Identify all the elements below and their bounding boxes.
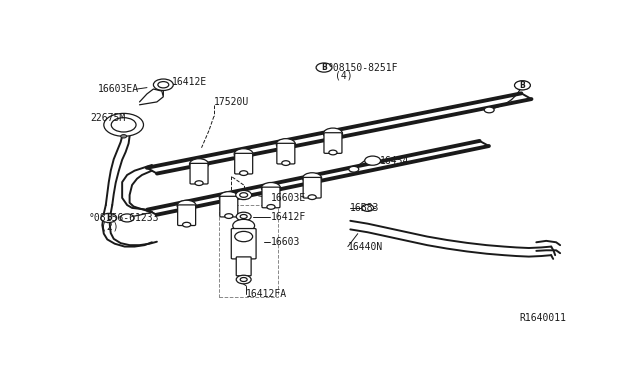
FancyBboxPatch shape bbox=[262, 187, 280, 208]
Circle shape bbox=[316, 63, 332, 72]
Circle shape bbox=[365, 156, 381, 165]
Circle shape bbox=[236, 212, 251, 221]
Bar bbox=[219, 205, 278, 297]
Text: R1640011: R1640011 bbox=[519, 313, 566, 323]
FancyBboxPatch shape bbox=[190, 163, 208, 184]
Circle shape bbox=[261, 183, 280, 193]
Circle shape bbox=[323, 128, 342, 139]
Circle shape bbox=[120, 214, 134, 222]
Text: 16B83: 16B83 bbox=[350, 203, 380, 213]
Circle shape bbox=[308, 195, 316, 199]
Circle shape bbox=[234, 149, 253, 160]
Text: (4): (4) bbox=[335, 71, 353, 81]
Circle shape bbox=[236, 275, 251, 284]
Text: 17520U: 17520U bbox=[214, 97, 249, 107]
Circle shape bbox=[233, 219, 255, 232]
Text: 16603EA: 16603EA bbox=[97, 84, 138, 94]
Circle shape bbox=[240, 215, 247, 218]
Circle shape bbox=[329, 150, 337, 155]
Circle shape bbox=[303, 173, 322, 184]
FancyBboxPatch shape bbox=[277, 143, 295, 164]
Circle shape bbox=[101, 214, 116, 222]
Circle shape bbox=[267, 205, 275, 209]
Circle shape bbox=[104, 113, 143, 136]
Circle shape bbox=[239, 171, 248, 176]
Circle shape bbox=[182, 222, 191, 227]
Circle shape bbox=[235, 231, 253, 242]
FancyBboxPatch shape bbox=[220, 196, 238, 217]
Text: 16454: 16454 bbox=[380, 155, 410, 166]
Text: °08156-61233: °08156-61233 bbox=[89, 213, 159, 223]
FancyBboxPatch shape bbox=[236, 257, 251, 276]
Text: 16603: 16603 bbox=[271, 237, 300, 247]
Text: B: B bbox=[520, 81, 525, 90]
FancyBboxPatch shape bbox=[231, 228, 256, 259]
Circle shape bbox=[240, 278, 247, 282]
Circle shape bbox=[225, 214, 233, 218]
Text: 16440N: 16440N bbox=[348, 241, 383, 251]
Circle shape bbox=[484, 107, 494, 113]
Text: 16412FA: 16412FA bbox=[246, 289, 287, 299]
Circle shape bbox=[515, 81, 530, 90]
Text: °08150-8251F: °08150-8251F bbox=[328, 62, 399, 73]
Text: 16412E: 16412E bbox=[172, 77, 207, 87]
Circle shape bbox=[349, 166, 359, 172]
Circle shape bbox=[158, 81, 169, 88]
Circle shape bbox=[189, 159, 209, 170]
Text: 16603E: 16603E bbox=[271, 193, 306, 203]
Circle shape bbox=[515, 81, 531, 90]
Circle shape bbox=[276, 139, 296, 150]
Circle shape bbox=[240, 193, 248, 197]
FancyBboxPatch shape bbox=[303, 177, 321, 198]
Circle shape bbox=[282, 161, 290, 166]
FancyBboxPatch shape bbox=[324, 133, 342, 153]
Circle shape bbox=[154, 79, 173, 90]
FancyBboxPatch shape bbox=[178, 205, 196, 225]
Circle shape bbox=[236, 190, 252, 200]
FancyBboxPatch shape bbox=[235, 153, 253, 174]
Circle shape bbox=[362, 205, 374, 211]
Text: B: B bbox=[106, 214, 111, 222]
Text: 16412F: 16412F bbox=[271, 212, 306, 221]
Circle shape bbox=[121, 135, 127, 138]
Text: 22675M: 22675M bbox=[90, 113, 125, 123]
Circle shape bbox=[177, 200, 196, 211]
Circle shape bbox=[195, 181, 203, 186]
Text: (2): (2) bbox=[101, 222, 118, 231]
Circle shape bbox=[220, 192, 238, 203]
Text: B: B bbox=[321, 63, 327, 72]
Circle shape bbox=[111, 118, 136, 132]
